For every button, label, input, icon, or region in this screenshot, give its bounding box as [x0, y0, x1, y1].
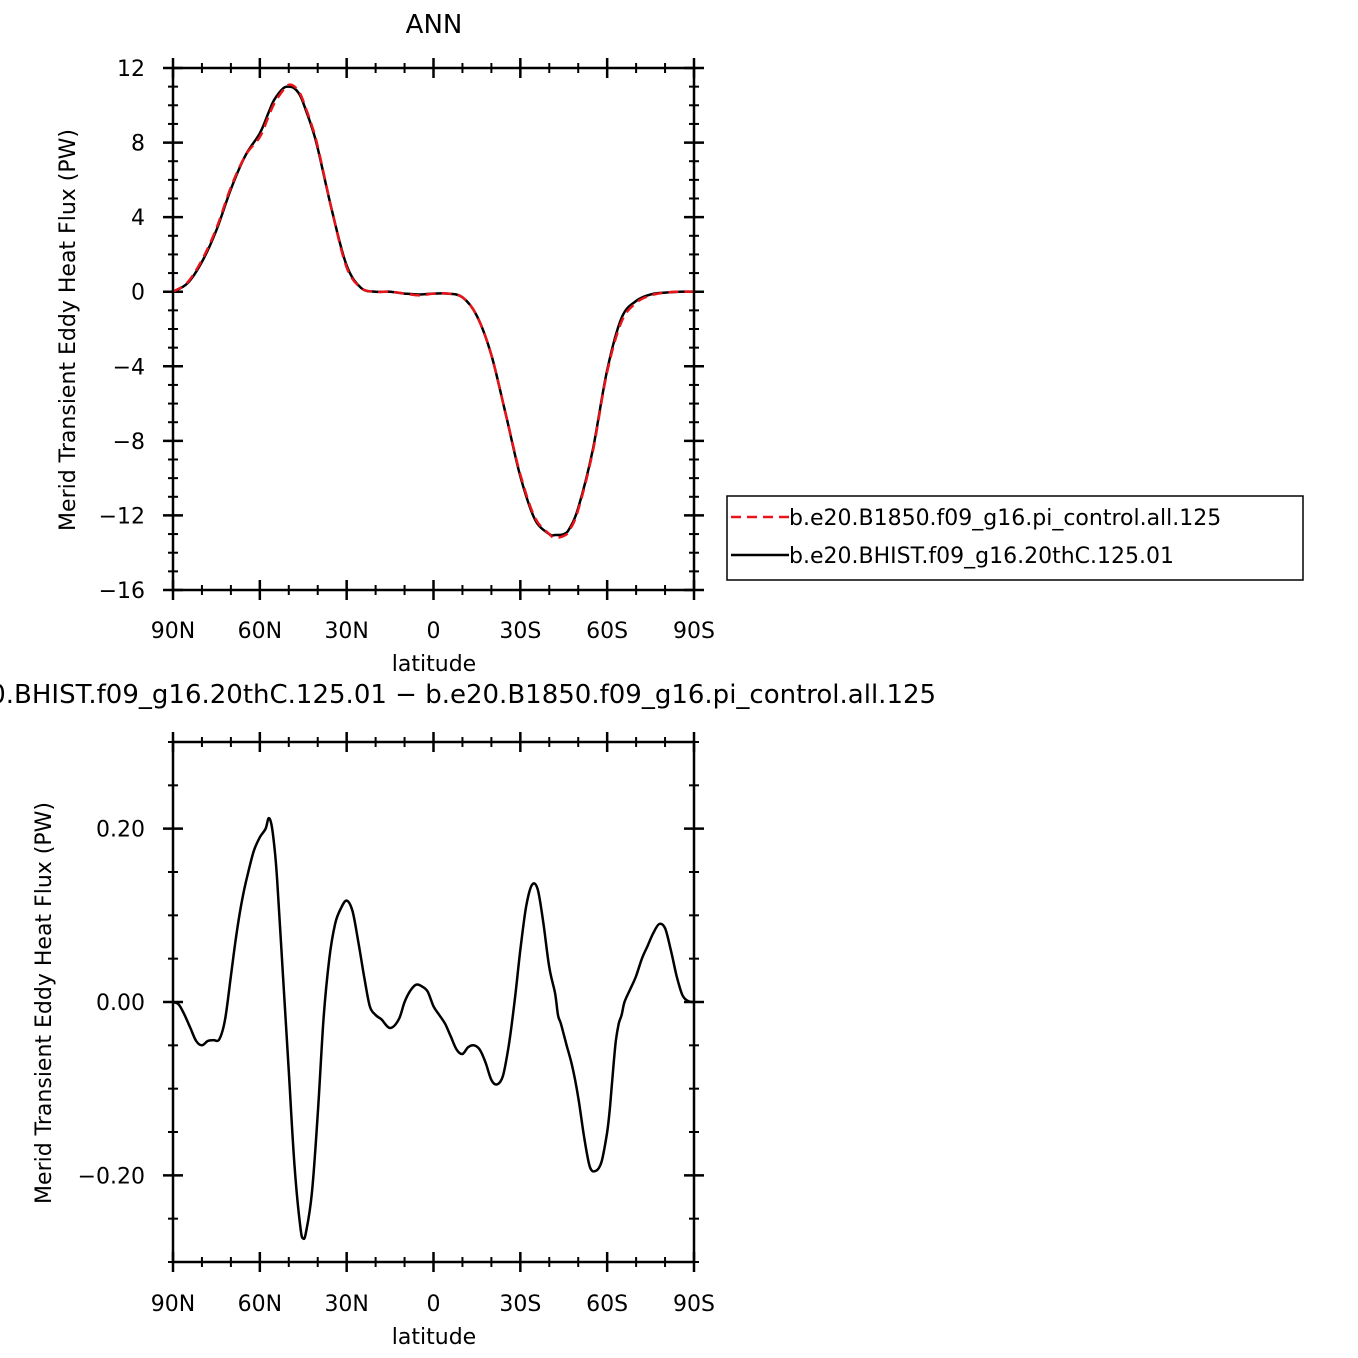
- bottom-x-ticks: [171, 732, 696, 1272]
- bottom-title: b.e20.BHIST.f09_g16.20thC.125.01 − b.e20…: [0, 680, 936, 710]
- top-title: ANN: [406, 10, 463, 40]
- top-ylabel: Merid Transient Eddy Heat Flux (PW): [56, 129, 81, 531]
- series-line-control: [172, 83, 695, 540]
- y-tick-label: 12: [117, 57, 145, 82]
- bottom-xlabel: latitude: [392, 1325, 476, 1350]
- y-tick-label: −0.20: [78, 1164, 145, 1189]
- legend-box: [726, 495, 1304, 581]
- bottom-x-tick-labels: 90N 60N 30N 0 30S 60S 90S: [151, 1292, 715, 1317]
- y-tick-label: 0.20: [96, 818, 145, 843]
- series-line-difference: [172, 816, 695, 1241]
- top-y-ticks: [163, 66, 704, 592]
- series-line-hist: [172, 85, 695, 537]
- x-tick-label: 60S: [586, 619, 628, 644]
- bottom-y-tick-labels: 0.20 0.00 −0.20: [78, 818, 145, 1190]
- legend-label-hist: b.e20.BHIST.f09_g16.20thC.125.01: [789, 544, 1174, 569]
- bottom-ylabel: Merid Transient Eddy Heat Flux (PW): [32, 802, 57, 1204]
- x-tick-label: 90N: [151, 1292, 195, 1317]
- bottom-y-ticks: [163, 741, 704, 1263]
- top-x-tick-labels: 90N 60N 30N 0 30S 60S 90S: [151, 619, 715, 644]
- legend-label-control: b.e20.B1850.f09_g16.pi_control.all.125: [789, 506, 1221, 531]
- bottom-plot-frame: [171, 740, 696, 1264]
- x-tick-label: 90N: [151, 619, 195, 644]
- x-tick-label: 30S: [499, 1292, 541, 1317]
- x-tick-label: 90S: [673, 1292, 715, 1317]
- y-tick-label: 8: [131, 132, 145, 157]
- top-x-ticks: [171, 58, 696, 600]
- y-tick-label: 0.00: [96, 991, 145, 1016]
- y-tick-label: −4: [113, 355, 145, 380]
- x-tick-label: 30S: [499, 619, 541, 644]
- legend: b.e20.B1850.f09_g16.pi_control.all.125 b…: [726, 495, 1304, 581]
- x-tick-label: 60N: [238, 1292, 282, 1317]
- top-y-tick-labels: 12 8 4 0 −4 −8 −12 −16: [99, 57, 145, 604]
- x-tick-label: 90S: [673, 619, 715, 644]
- top-plot-frame: [171, 66, 696, 592]
- y-tick-label: 0: [131, 281, 145, 306]
- bottom-panel: b.e20.BHIST.f09_g16.20thC.125.01 − b.e20…: [0, 680, 936, 1350]
- top-panel: ANN Merid Transient Eddy Heat Flux (PW) …: [56, 10, 1304, 677]
- y-tick-label: −12: [99, 504, 145, 529]
- x-tick-label: 0: [427, 619, 441, 644]
- x-tick-label: 30N: [324, 1292, 368, 1317]
- top-xlabel: latitude: [392, 652, 476, 677]
- y-tick-label: −8: [113, 430, 145, 455]
- x-tick-label: 0: [427, 1292, 441, 1317]
- x-tick-label: 60N: [238, 619, 282, 644]
- x-tick-label: 60S: [586, 1292, 628, 1317]
- y-tick-label: 4: [131, 206, 145, 231]
- x-tick-label: 30N: [324, 619, 368, 644]
- y-tick-label: −16: [99, 579, 145, 604]
